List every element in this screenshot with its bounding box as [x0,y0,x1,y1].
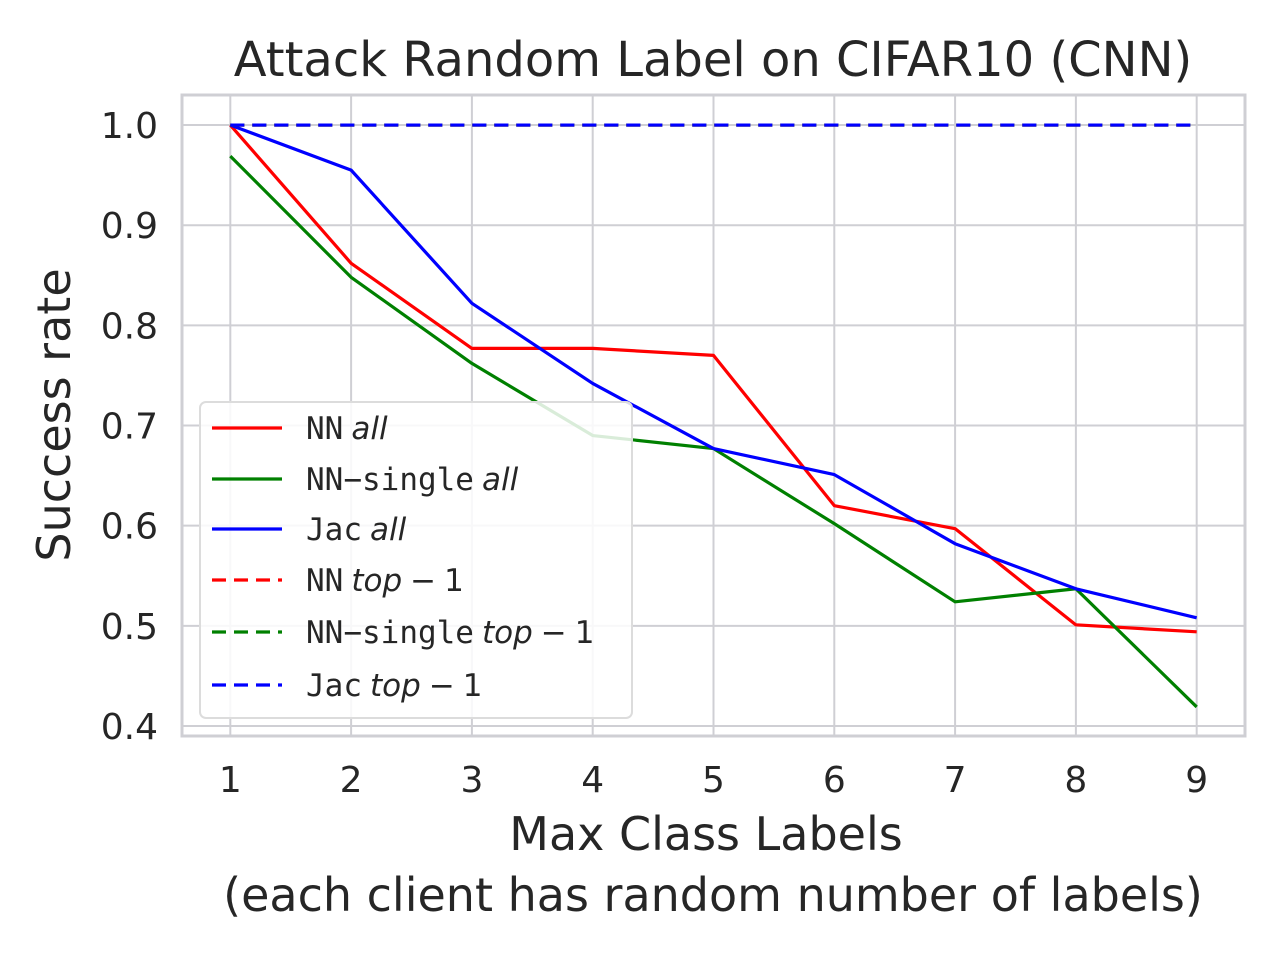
y-tick-label: 0.8 [101,306,158,347]
y-tick-label: 0.5 [101,607,158,648]
y-tick-label: 1.0 [101,106,158,147]
x-tick-label: 8 [1064,760,1087,801]
x-tick-label: 9 [1185,760,1208,801]
series-line-2 [229,123,1198,620]
y-tick-label: 0.7 [101,407,158,448]
x-tick-label: 4 [581,760,604,801]
y-tick-label: 0.4 [101,707,158,748]
y-axis-label: Success rate [27,268,81,561]
legend-entry: NN all [306,411,388,447]
x-tick-label: 3 [460,760,483,801]
x-tick-label: 7 [944,760,967,801]
x-tick-label: 5 [702,760,725,801]
x-tick-label: 1 [219,760,242,801]
legend-entry: NN top −1 [306,563,464,599]
chart-title: Attack Random Label on CIFAR10 (CNN) [234,32,1192,88]
legend-entry: NN−single all [306,462,519,498]
x-axis-label: Max Class Labels [509,807,902,861]
legend-entry: NN−single top −1 [306,615,595,651]
legend: NN all NN−single all Jac all NN top −1 NN−single t… [199,401,633,719]
x-tick-label: 2 [340,760,363,801]
legend-entry: Jac top −1 [306,668,483,704]
x-axis-sublabel: (each client has random number of labels… [223,868,1203,922]
legend-box [199,401,633,719]
y-tick-label: 0.9 [101,206,158,247]
y-tick-label: 0.6 [101,507,158,548]
legend-entry: Jac all [306,512,407,548]
x-tick-label: 6 [823,760,846,801]
